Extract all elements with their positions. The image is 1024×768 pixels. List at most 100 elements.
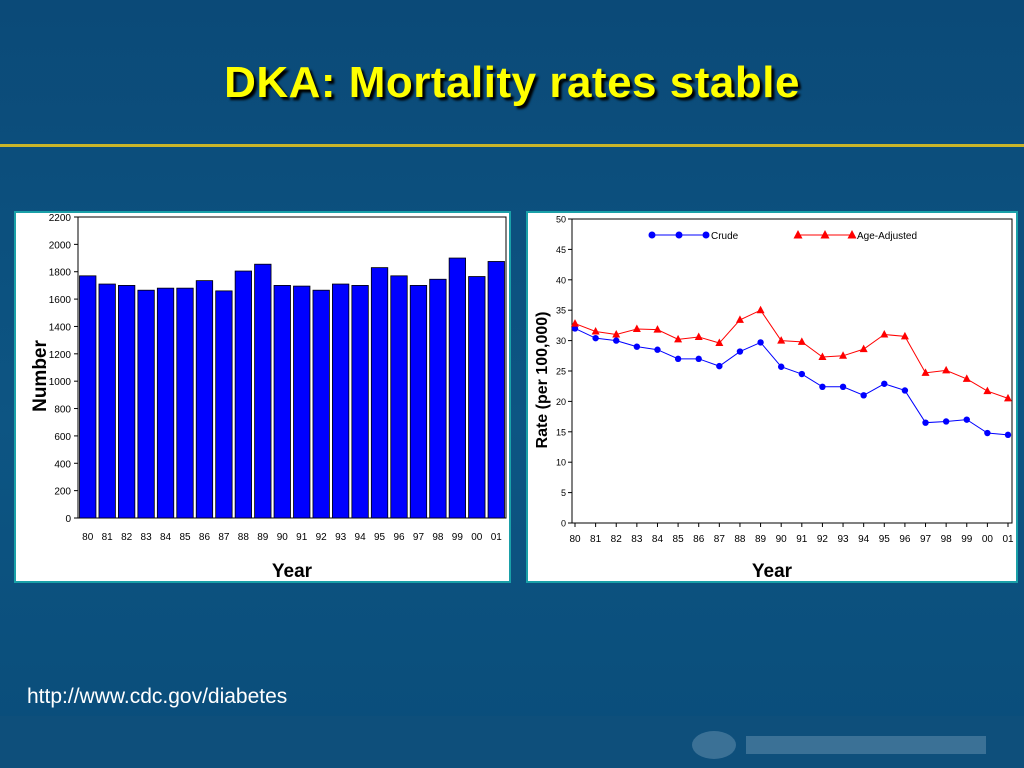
crude-point — [901, 387, 909, 394]
bar — [176, 287, 194, 519]
crude-point — [592, 334, 599, 342]
age-adjusted-point — [674, 334, 683, 343]
x-tick-label: 92 — [817, 534, 829, 545]
bar — [234, 270, 252, 519]
y-axis-title: Rate (per 100,000) — [534, 312, 551, 449]
x-tick-label: 97 — [920, 534, 932, 545]
bar — [448, 257, 466, 519]
bar — [390, 275, 408, 519]
x-tick-label: 90 — [277, 532, 289, 543]
crude-point — [757, 339, 764, 346]
crude-point — [674, 355, 682, 363]
crude-point — [633, 343, 641, 350]
x-tick-label: 86 — [199, 532, 211, 543]
y-tick-label: 1200 — [49, 350, 72, 361]
x-tick-label: 83 — [631, 534, 643, 545]
x-tick-label: 83 — [141, 532, 153, 543]
bar — [487, 261, 505, 519]
y-tick-label: 50 — [556, 215, 566, 225]
legend-age-adjusted-marker — [820, 230, 830, 239]
x-tick-label: 00 — [471, 532, 483, 543]
crude-point — [860, 392, 867, 399]
crude-point — [798, 370, 806, 378]
x-tick-label: 95 — [879, 534, 891, 545]
crude-point — [942, 418, 950, 425]
age-adjusted-point — [880, 330, 889, 338]
age-adjusted-point — [756, 305, 765, 314]
x-tick-label: 86 — [693, 534, 705, 545]
age-adjusted-point — [1004, 393, 1012, 402]
y-tick-label: 1400 — [49, 322, 72, 333]
y-tick-label: 200 — [54, 487, 71, 498]
bar — [351, 285, 369, 519]
x-tick-label: 93 — [837, 534, 849, 545]
legend-age-adjusted-marker — [847, 230, 857, 239]
y-tick-label: 1600 — [49, 295, 72, 306]
x-tick-label: 89 — [755, 534, 767, 545]
legend-age-adjusted-label: Age-Adjusted — [857, 231, 917, 242]
x-tick-label: 88 — [734, 534, 746, 545]
bar — [118, 285, 136, 519]
age-adjusted-point — [715, 338, 724, 347]
y-axis-title: Number — [30, 340, 51, 412]
bar — [429, 278, 447, 519]
age-adjusted-point — [591, 326, 600, 335]
y-tick-label: 35 — [556, 306, 566, 316]
crude-point — [654, 346, 661, 353]
x-tick-label: 85 — [673, 534, 685, 545]
crude-point — [777, 363, 785, 370]
age-adjusted-point — [900, 331, 909, 340]
x-tick-label: 00 — [982, 534, 994, 545]
crude-point — [695, 355, 702, 363]
bar — [215, 290, 233, 519]
crude-point — [922, 419, 929, 426]
x-tick-label: 99 — [961, 534, 973, 545]
x-tick-label: 92 — [316, 532, 328, 543]
x-tick-label: 01 — [491, 532, 503, 543]
legend-crude-marker — [675, 231, 683, 239]
crude-point — [819, 383, 826, 391]
y-tick-label: 600 — [54, 432, 71, 443]
bar — [332, 283, 350, 519]
y-tick-label: 400 — [54, 459, 71, 470]
logo-watermark-icon — [692, 731, 986, 759]
bar — [254, 263, 272, 519]
y-tick-label: 0 — [561, 519, 566, 529]
x-tick-label: 81 — [590, 534, 602, 545]
x-tick-label: 98 — [941, 534, 953, 545]
title-divider — [0, 144, 1024, 147]
x-tick-label: 96 — [393, 532, 405, 543]
x-tick-label: 91 — [796, 534, 808, 545]
source-link[interactable]: http://www.cdc.gov/diabetes — [27, 685, 288, 708]
crude-point — [963, 416, 970, 423]
crude-point — [1004, 431, 1012, 439]
y-tick-label: 2200 — [49, 213, 72, 224]
y-tick-label: 40 — [556, 275, 566, 285]
crude-point — [839, 383, 847, 391]
x-axis-title: Year — [752, 561, 793, 581]
x-tick-label: 93 — [335, 532, 347, 543]
x-tick-label: 99 — [452, 532, 464, 543]
bar — [98, 283, 116, 519]
series-line — [574, 309, 1009, 399]
x-tick-label: 91 — [296, 532, 308, 543]
x-tick-label: 84 — [160, 532, 172, 543]
y-tick-label: 2000 — [49, 240, 72, 251]
crude-point — [881, 380, 888, 387]
x-tick-label: 01 — [1002, 534, 1014, 545]
x-tick-label: 94 — [858, 534, 870, 545]
x-tick-label: 80 — [569, 534, 581, 545]
x-tick-label: 81 — [102, 532, 114, 543]
x-tick-label: 89 — [257, 532, 269, 543]
age-adjusted-point — [777, 336, 786, 344]
x-tick-label: 85 — [179, 532, 191, 543]
x-tick-label: 84 — [652, 534, 664, 545]
legend-crude-marker — [648, 231, 656, 239]
bar-chart-panel: 0 200 400 600 800 1000 1200 1400 1600 1800 2000 220… — [14, 211, 511, 583]
x-tick-label: 82 — [611, 534, 623, 545]
age-adjusted-point — [797, 337, 806, 345]
age-adjusted-point — [859, 344, 868, 353]
y-tick-label: 10 — [556, 458, 566, 468]
bar — [273, 285, 291, 519]
age-adjusted-point — [694, 332, 703, 340]
